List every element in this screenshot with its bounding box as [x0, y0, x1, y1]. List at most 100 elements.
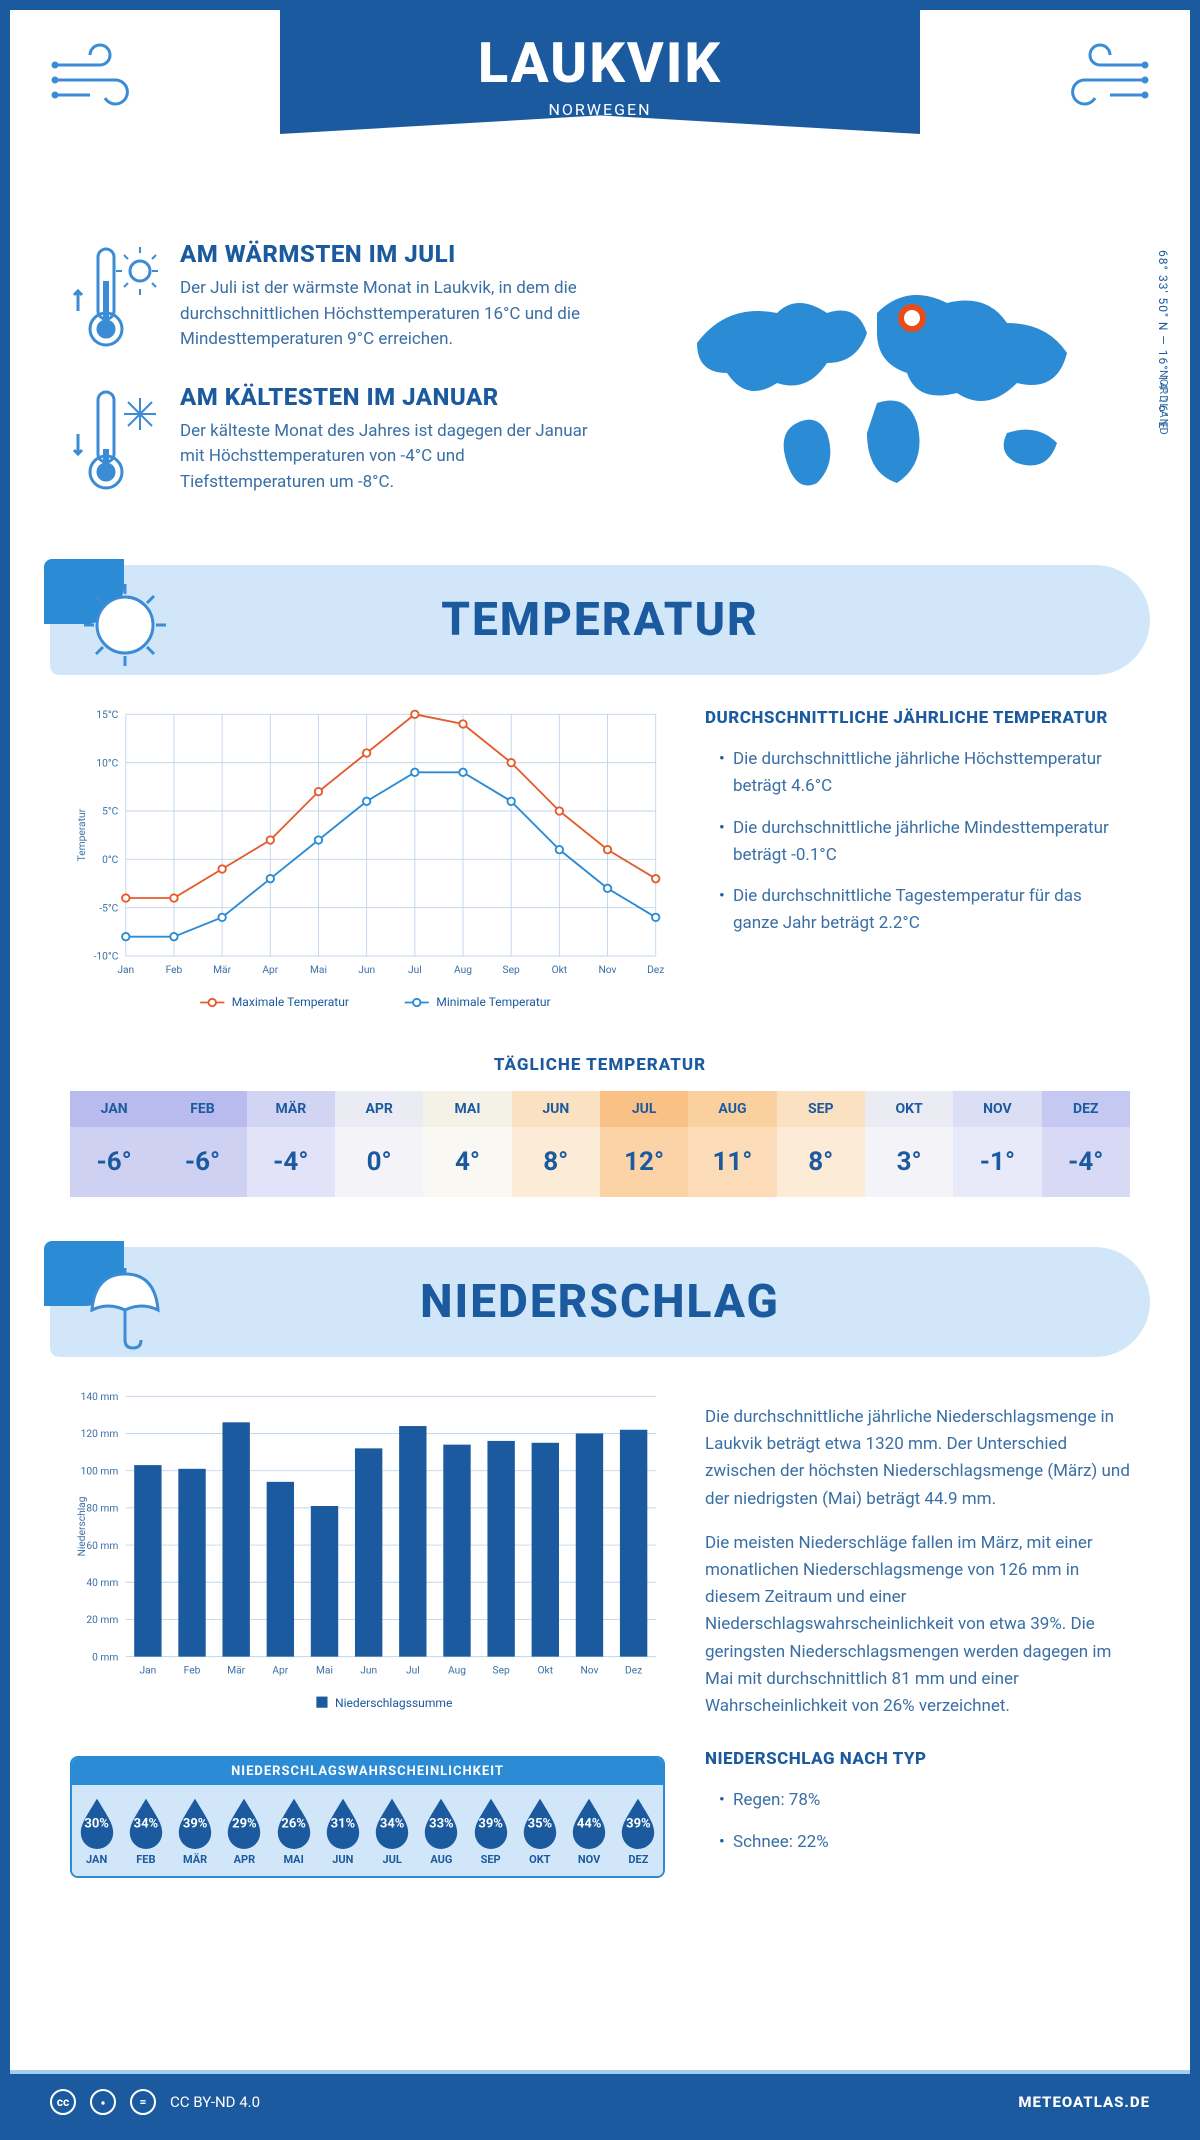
- temp-bullet: Die durchschnittliche Tagestemperatur fü…: [719, 883, 1130, 937]
- coldest-title: AM KÄLTESTEN IM JANUAR: [180, 383, 604, 411]
- country-name: NORWEGEN: [280, 100, 920, 119]
- svg-text:120 mm: 120 mm: [81, 1429, 119, 1440]
- precip-prob-cell: 33% AUG: [417, 1785, 466, 1876]
- precip-type-bullet: Schnee: 22%: [719, 1829, 1130, 1856]
- svg-text:Jul: Jul: [406, 1665, 420, 1676]
- svg-text:Nov: Nov: [580, 1665, 598, 1676]
- svg-text:Jan: Jan: [139, 1665, 156, 1676]
- daily-temp-cell: AUG 11°: [688, 1091, 776, 1197]
- header: LAUKVIK NORWEGEN: [10, 10, 1190, 210]
- svg-text:Dez: Dez: [647, 965, 664, 976]
- cc-icon: cc: [50, 2089, 76, 2115]
- svg-text:Aug: Aug: [454, 965, 472, 976]
- svg-text:5°C: 5°C: [102, 807, 119, 818]
- svg-text:Jul: Jul: [408, 965, 422, 976]
- by-icon: 🞄: [90, 2089, 116, 2115]
- precip-prob-cell: 35% OKT: [515, 1785, 564, 1876]
- svg-text:Apr: Apr: [262, 965, 278, 976]
- svg-text:Maximale Temperatur: Maximale Temperatur: [232, 995, 349, 1009]
- svg-text:Aug: Aug: [448, 1665, 466, 1676]
- svg-text:Nov: Nov: [599, 965, 617, 976]
- svg-text:Temperatur: Temperatur: [77, 808, 88, 861]
- wind-icon: [1050, 40, 1150, 132]
- daily-temp-cell: MÄR -4°: [247, 1091, 335, 1197]
- wind-icon: [50, 40, 150, 132]
- daily-temp-cell: MAI 4°: [423, 1091, 511, 1197]
- precip-prob-cell: 39% DEZ: [614, 1785, 663, 1876]
- precip-prob-cell: 34% JUL: [368, 1785, 417, 1876]
- daily-temp-cell: JUL 12°: [600, 1091, 688, 1197]
- warmest-title: AM WÄRMSTEN IM JULI: [180, 240, 604, 268]
- precip-para-2: Die meisten Niederschläge fallen im März…: [705, 1530, 1130, 1720]
- thermometer-hot-icon: [70, 240, 160, 353]
- svg-text:Minimale Temperatur: Minimale Temperatur: [436, 995, 550, 1009]
- precip-probability-table: NIEDERSCHLAGSWAHRSCHEINLICHKEIT 30% JAN …: [70, 1756, 665, 1878]
- precip-prob-cell: 31% JUN: [318, 1785, 367, 1876]
- precip-prob-cell: 44% NOV: [565, 1785, 614, 1876]
- svg-text:-5°C: -5°C: [99, 903, 118, 914]
- svg-text:15°C: 15°C: [96, 710, 118, 721]
- temperature-title: TEMPERATUR: [441, 593, 759, 647]
- svg-text:Jun: Jun: [360, 1665, 377, 1676]
- svg-text:100 mm: 100 mm: [81, 1466, 119, 1477]
- svg-text:Mär: Mär: [213, 965, 231, 976]
- svg-text:140 mm: 140 mm: [81, 1392, 119, 1403]
- svg-text:Niederschlagssumme: Niederschlagssumme: [335, 1696, 452, 1710]
- svg-text:Mai: Mai: [316, 1665, 333, 1676]
- footer: cc 🞄 = CC BY-ND 4.0 METEOATLAS.DE: [10, 2070, 1190, 2130]
- daily-temp-cell: DEZ -4°: [1042, 1091, 1130, 1197]
- warmest-text: Der Juli ist der wärmste Monat in Laukvi…: [180, 276, 604, 353]
- umbrella-icon: [80, 1262, 170, 1352]
- svg-text:40 mm: 40 mm: [86, 1578, 118, 1589]
- precip-type-bullet: Regen: 78%: [719, 1787, 1130, 1814]
- daily-temp-cell: SEP 8°: [777, 1091, 865, 1197]
- precip-summary: Die durchschnittliche jährliche Niedersc…: [705, 1387, 1130, 1878]
- svg-text:0 mm: 0 mm: [92, 1652, 118, 1663]
- svg-text:Feb: Feb: [166, 965, 183, 976]
- region-label: NORDLAND: [1157, 370, 1170, 436]
- svg-text:Okt: Okt: [538, 1665, 554, 1676]
- svg-text:Dez: Dez: [625, 1665, 642, 1676]
- daily-temp-cell: FEB -6°: [158, 1091, 246, 1197]
- precip-title: NIEDERSCHLAG: [420, 1275, 780, 1329]
- svg-text:10°C: 10°C: [96, 758, 118, 769]
- precip-prob-cell: 39% SEP: [466, 1785, 515, 1876]
- svg-text:Jun: Jun: [358, 965, 375, 976]
- nd-icon: =: [130, 2089, 156, 2115]
- precip-prob-cell: 34% FEB: [121, 1785, 170, 1876]
- precip-prob-cell: 30% JAN: [72, 1785, 121, 1876]
- daily-temp-cell: NOV -1°: [953, 1091, 1041, 1197]
- coldest-text: Der kälteste Monat des Jahres ist dagege…: [180, 419, 604, 496]
- temperature-section-header: TEMPERATUR: [50, 565, 1150, 675]
- thermometer-cold-icon: [70, 383, 160, 496]
- daily-temp-table: JAN -6°FEB -6°MÄR -4°APR 0°MAI 4°JUN 8°J…: [70, 1091, 1130, 1197]
- title-ribbon: LAUKVIK NORWEGEN: [280, 10, 920, 134]
- daily-temp-cell: JAN -6°: [70, 1091, 158, 1197]
- world-map: 68° 33' 50" N — 16° 14' 16" E NORDLAND: [644, 240, 1130, 525]
- svg-text:Feb: Feb: [184, 1665, 201, 1676]
- svg-text:Mär: Mär: [227, 1665, 245, 1676]
- svg-text:80 mm: 80 mm: [86, 1504, 118, 1515]
- temperature-line-chart: -10°C-5°C0°C5°C10°C15°CJanFebMärAprMaiJu…: [70, 705, 665, 1025]
- precip-para-1: Die durchschnittliche jährliche Niedersc…: [705, 1404, 1130, 1513]
- svg-text:-10°C: -10°C: [94, 952, 119, 963]
- warmest-fact: AM WÄRMSTEN IM JULI Der Juli ist der wär…: [70, 240, 604, 353]
- svg-text:0°C: 0°C: [102, 855, 119, 866]
- svg-text:60 mm: 60 mm: [86, 1541, 118, 1552]
- temperature-summary: DURCHSCHNITTLICHE JÄHRLICHE TEMPERATUR D…: [705, 705, 1130, 1025]
- sun-icon: [80, 580, 170, 670]
- svg-text:Sep: Sep: [493, 1665, 510, 1676]
- svg-text:Niederschlag: Niederschlag: [77, 1496, 88, 1556]
- daily-temp-cell: JUN 8°: [512, 1091, 600, 1197]
- license-label: CC BY-ND 4.0: [170, 2093, 260, 2111]
- precip-bar-chart: 0 mm20 mm40 mm60 mm80 mm100 mm120 mm140 …: [70, 1387, 665, 1878]
- temp-bullet: Die durchschnittliche jährliche Höchstte…: [719, 746, 1130, 800]
- precip-prob-cell: 39% MÄR: [171, 1785, 220, 1876]
- precip-section-header: NIEDERSCHLAG: [50, 1247, 1150, 1357]
- daily-temp-cell: APR 0°: [335, 1091, 423, 1197]
- precip-prob-title: NIEDERSCHLAGSWAHRSCHEINLICHKEIT: [72, 1758, 663, 1785]
- svg-text:Sep: Sep: [503, 965, 520, 976]
- temp-summary-heading: DURCHSCHNITTLICHE JÄHRLICHE TEMPERATUR: [705, 705, 1130, 732]
- city-name: LAUKVIK: [280, 30, 920, 96]
- coldest-fact: AM KÄLTESTEN IM JANUAR Der kälteste Mona…: [70, 383, 604, 496]
